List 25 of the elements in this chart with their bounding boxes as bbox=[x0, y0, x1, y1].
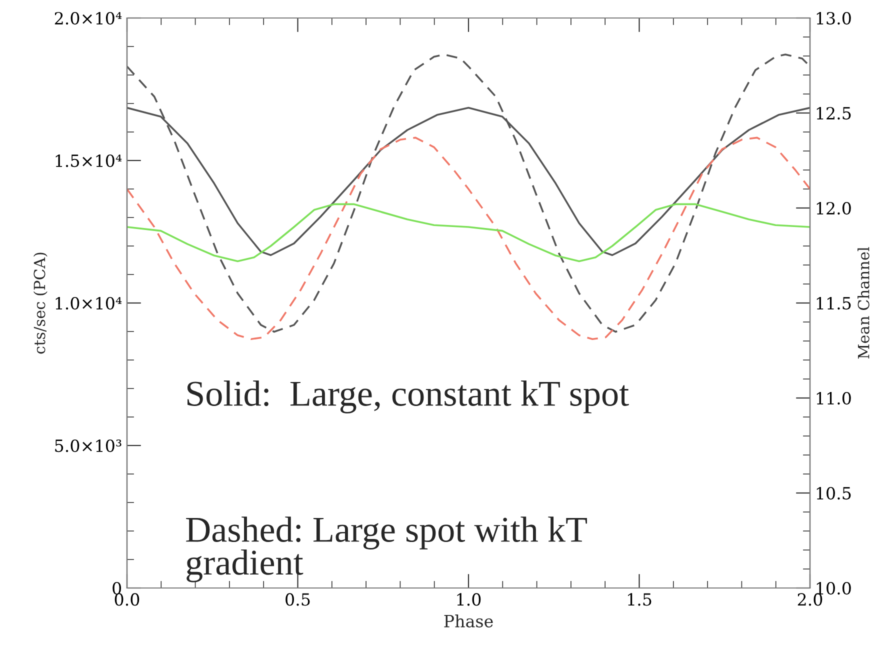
annotation: Solid: Large, constant kT spot bbox=[187, 380, 629, 414]
y-tick-label: 2.0×10⁴ bbox=[54, 12, 122, 25]
y2-tick-label: 12.5 bbox=[816, 106, 851, 120]
y2-tick-label: 10.0 bbox=[816, 582, 851, 595]
annotation: Dashed: Large spot with kT gradient bbox=[186, 516, 587, 582]
x-tick-label: 1.5 bbox=[628, 593, 652, 606]
y2-tick-label: 13.0 bbox=[816, 12, 851, 25]
y-tick-label: 5.0×10³ bbox=[55, 439, 122, 452]
y2-axis-title: Mean Channel bbox=[858, 247, 870, 359]
x-axis-title: Phase bbox=[444, 614, 493, 628]
line-series bbox=[127, 54, 810, 333]
line-series bbox=[127, 203, 810, 262]
y-tick-label: 1.0×10⁴ bbox=[56, 296, 122, 310]
y-axis-title: cts/sec (PCA) bbox=[33, 252, 48, 354]
y2-tick-label: 11.5 bbox=[816, 296, 851, 310]
x-tick-label: 2.0 bbox=[798, 593, 822, 606]
y-tick-label: 0 bbox=[112, 582, 122, 595]
y-tick-label: 1.5×10⁴ bbox=[56, 154, 122, 168]
x-tick-label: 0.5 bbox=[286, 593, 310, 606]
line-series bbox=[127, 136, 810, 340]
y2-tick-label: 12.0 bbox=[816, 202, 851, 215]
x-tick-label: 0.0 bbox=[114, 593, 140, 606]
y2-tick-label: 10.5 bbox=[816, 486, 851, 500]
y2-tick-label: 11.0 bbox=[816, 392, 851, 405]
x-tick-label: 1.0 bbox=[457, 593, 481, 606]
